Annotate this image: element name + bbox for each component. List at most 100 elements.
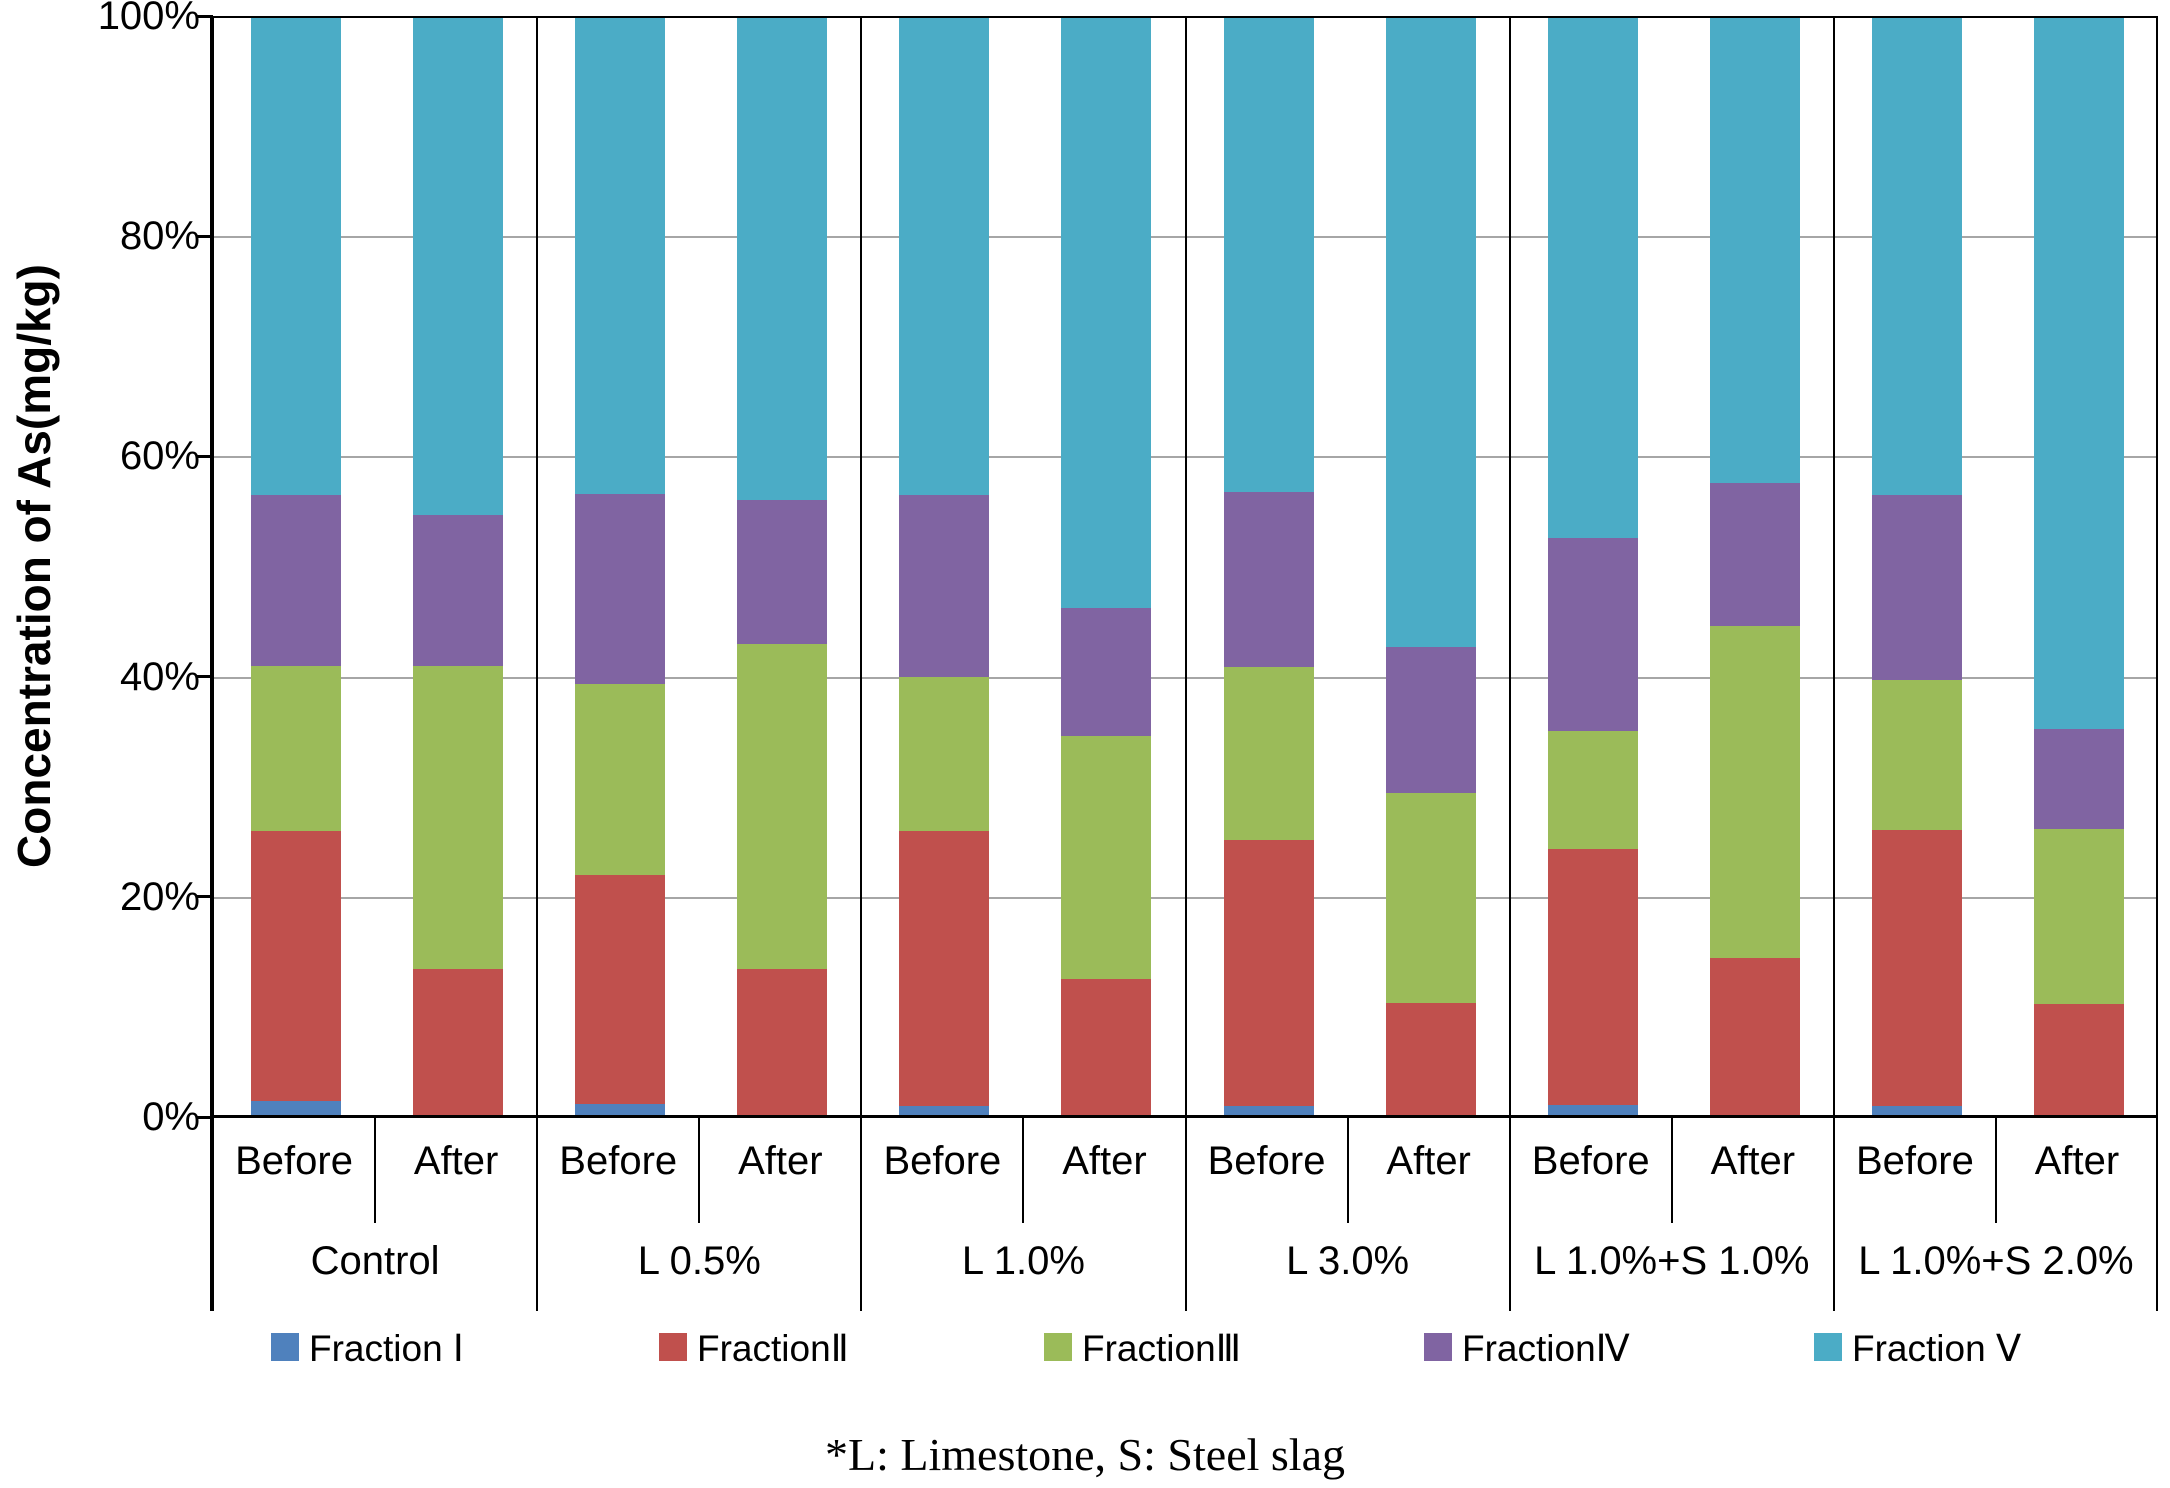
- bar-label-l-1-0-after: After: [1062, 1139, 1147, 1183]
- bar-label-separator-l-0-5: [698, 1117, 701, 1223]
- segment-fraction-l-1-0-before: [899, 1106, 990, 1117]
- y-tick-mark-60pct: [196, 454, 213, 458]
- bar-label-l-1-0-s-2-0-after: After: [2034, 1139, 2120, 1183]
- segment-fraction-control-after: [413, 665, 503, 970]
- legend-swatch-fraction: [271, 1333, 299, 1361]
- bar-control-before: [251, 16, 341, 1117]
- segment-fraction-l-3-0-before: [1223, 839, 1314, 1106]
- segment-fraction-l-1-0-s-2-0-before: [1871, 679, 1962, 830]
- segment-fraction-l-1-0-s-1-0-before: [1547, 1104, 1638, 1117]
- segment-fraction-l-3-0-before: [1223, 1106, 1314, 1117]
- segment-fraction-control-after: [413, 514, 503, 666]
- group-divider-line-5: [1832, 16, 1835, 1311]
- segment-fraction-l-1-0-s-1-0-after: [1709, 958, 1800, 1117]
- segment-fraction-l-0-5-before: [575, 16, 666, 494]
- group-l-1-0-s-2-0: [1834, 16, 2158, 1117]
- segment-fraction-control-before: [251, 16, 341, 495]
- group-label-l-1-0-s-2-0: L 1.0%+S 2.0%: [1858, 1239, 2134, 1283]
- segment-fraction-l-1-0-after: [1061, 736, 1152, 980]
- bar-label-control-after: After: [413, 1139, 499, 1183]
- segment-fraction-l-1-0-before: [899, 676, 990, 831]
- segment-fraction-l-3-0-before: [1223, 16, 1314, 492]
- bar-l-1-0-s-2-0-before: [1871, 16, 1962, 1117]
- group-divider-line-4: [1508, 16, 1511, 1311]
- group-divider-line-1: [536, 16, 539, 1311]
- segment-fraction-l-1-0-before: [899, 494, 990, 677]
- group-divider-line-2: [860, 16, 863, 1311]
- y-tick-mark-40pct: [196, 675, 213, 679]
- bar-l-1-0-s-1-0-after: [1709, 16, 1800, 1117]
- group-l-1-0: [861, 16, 1185, 1117]
- segment-fraction-control-before: [251, 830, 341, 1101]
- segment-fraction-l-1-0-s-1-0-after: [1709, 482, 1800, 626]
- segment-fraction-l-0-5-before: [575, 493, 666, 685]
- x-axis-line: [210, 1115, 2158, 1118]
- segment-fraction-l-3-0-before: [1223, 491, 1314, 667]
- bar-label-l-1-0-s-2-0-before: Before: [1855, 1139, 1974, 1183]
- y-tick-mark-20pct: [196, 895, 213, 899]
- segment-fraction-l-1-0-s-1-0-before: [1547, 16, 1638, 538]
- bar-label-separator-control: [374, 1117, 377, 1223]
- group-l-3-0: [1186, 16, 1510, 1117]
- group-label-control: Control: [310, 1239, 440, 1283]
- bar-label-l-1-0-s-1-0-after: After: [1710, 1139, 1796, 1183]
- bar-label-separator-l-1-0-s-2-0: [1994, 1117, 1997, 1223]
- segment-fraction-l-1-0-s-2-0-before: [1871, 829, 1962, 1106]
- group-l-0-5: [537, 16, 861, 1117]
- segment-fraction-l-1-0-s-1-0-after: [1709, 625, 1800, 959]
- bar-groups: [213, 16, 2158, 1117]
- bar-label-cells-l-1-0-s-2-0: Before After: [1834, 1117, 2158, 1223]
- bar-label-separator-l-1-0-s-1-0: [1670, 1117, 1673, 1223]
- plot-right-border: [2156, 16, 2158, 1311]
- legend-swatch-fraction: [1044, 1333, 1072, 1361]
- group-divider-line-3: [1184, 16, 1187, 1311]
- legend-item-fraction: FractionⅢ: [1044, 1328, 1241, 1370]
- segment-fraction-l-1-0-after: [1061, 16, 1152, 609]
- legend-swatch-fraction: [659, 1333, 687, 1361]
- segment-fraction-l-0-5-after: [737, 643, 828, 970]
- segment-fraction-l-3-0-after: [1385, 793, 1476, 1003]
- bar-label-l-1-0-before: Before: [883, 1139, 1002, 1183]
- group-label-l-3-0: L 3.0%: [1286, 1239, 1410, 1283]
- segment-fraction-l-0-5-after: [737, 16, 828, 501]
- group-l-1-0-s-1-0: [1510, 16, 1834, 1117]
- segment-fraction-l-0-5-after: [737, 969, 828, 1117]
- segment-fraction-l-1-0-s-1-0-before: [1547, 849, 1638, 1105]
- segment-fraction-l-1-0-after: [1061, 608, 1152, 737]
- segment-fraction-l-1-0-after: [1061, 979, 1152, 1117]
- y-axis-title: Concentration of As(mg/kg): [8, 264, 60, 868]
- bar-label-cells-l-0-5: Before After: [537, 1117, 861, 1223]
- segment-fraction-l-0-5-before: [575, 684, 666, 875]
- y-tick-label-40pct: 40%: [119, 654, 200, 699]
- x-axis-bar-labels-row: Before After Before After Before After Before A…: [213, 1117, 2158, 1223]
- y-tick-mark-0pct: [196, 1115, 213, 1119]
- x-axis-group-labels-row: Control L 0.5% L 1.0% L 3.0% L 1.0%+S 1.0% L …: [213, 1223, 2158, 1311]
- segment-fraction-l-1-0-s-1-0-after: [1709, 16, 1800, 483]
- plot-top-border: [198, 16, 2158, 18]
- bar-l-3-0-before: [1223, 16, 1314, 1117]
- legend-item-fraction: FractionⅡ: [659, 1328, 849, 1370]
- segment-fraction-l-1-0-s-1-0-before: [1547, 537, 1638, 731]
- bar-control-after: [413, 16, 503, 1117]
- y-tick-label-60pct: 60%: [119, 434, 200, 479]
- group-label-l-1-0: L 1.0%: [961, 1239, 1085, 1283]
- segment-fraction-control-before: [251, 494, 341, 666]
- y-tick-label-80pct: 80%: [119, 214, 200, 259]
- legend-label-fraction: FractionⅡ: [697, 1328, 849, 1369]
- legend-label-fraction: Fraction Ⅴ: [1852, 1328, 2022, 1369]
- segment-fraction-l-0-5-before: [575, 1103, 666, 1117]
- bar-l-0-5-after: [737, 16, 828, 1117]
- segment-fraction-control-before: [251, 1100, 341, 1117]
- segment-fraction-l-3-0-after: [1385, 646, 1476, 794]
- segment-fraction-control-after: [413, 16, 503, 515]
- bar-label-cells-l-1-0: Before After: [861, 1117, 1185, 1223]
- segment-fraction-l-0-5-after: [737, 500, 828, 644]
- bar-label-l-3-0-before: Before: [1207, 1139, 1326, 1183]
- group-control: [213, 16, 537, 1117]
- segment-fraction-l-3-0-before: [1223, 666, 1314, 840]
- segment-fraction-l-3-0-after: [1385, 16, 1476, 647]
- legend-swatch-fraction: [1424, 1333, 1452, 1361]
- segment-fraction-l-0-5-before: [575, 874, 666, 1104]
- bar-label-l-0-5-before: Before: [559, 1139, 678, 1183]
